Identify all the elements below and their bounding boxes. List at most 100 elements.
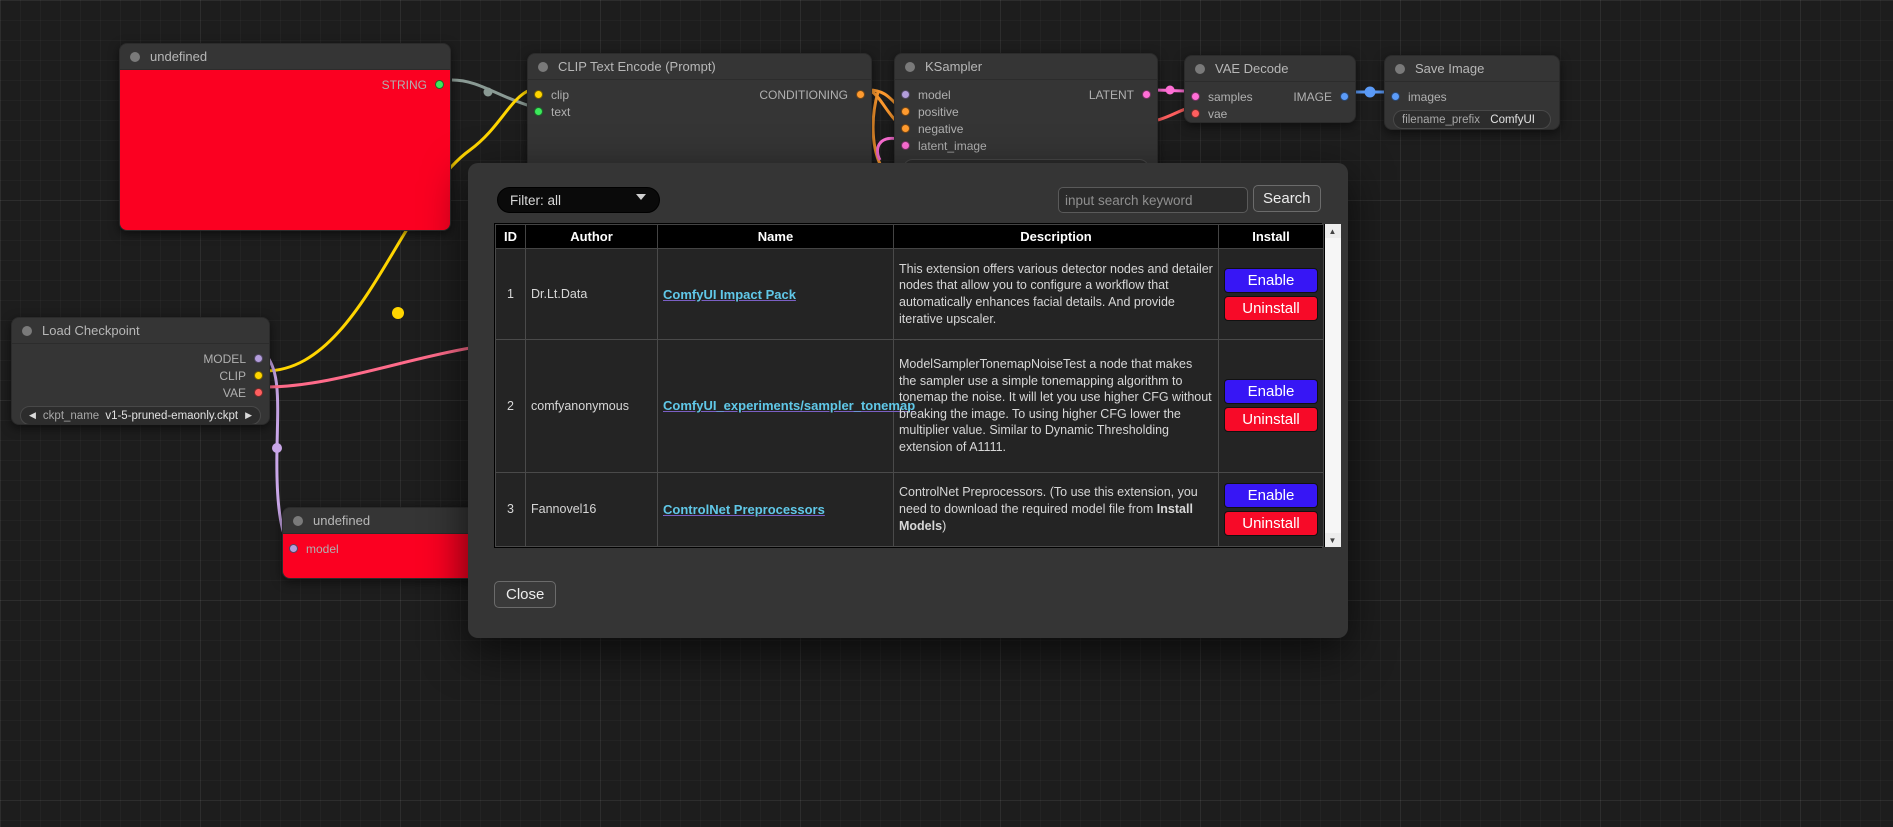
input-pin-text[interactable] xyxy=(534,107,543,116)
input-pin-positive[interactable] xyxy=(901,107,910,116)
input-pin-samples[interactable] xyxy=(1191,92,1200,101)
input-pin-negative[interactable] xyxy=(901,124,910,133)
uninstall-button[interactable]: Uninstall xyxy=(1224,295,1318,321)
node-input-slot-text[interactable]: text xyxy=(528,103,871,120)
node-output-slot-conditioning[interactable]: CONDITIONING xyxy=(528,86,871,103)
extension-link[interactable]: ControlNet Preprocessors xyxy=(663,501,825,517)
scroll-down-icon[interactable]: ▼ xyxy=(1324,533,1341,547)
cell-name: ComfyUI Impact Pack xyxy=(657,247,894,341)
output-pin-conditioning[interactable] xyxy=(856,90,865,99)
input-pin-images[interactable] xyxy=(1391,92,1400,101)
output-label: IMAGE xyxy=(1293,89,1332,104)
node-title-bar[interactable]: undefined xyxy=(120,44,450,70)
extensions-table: ID Author Name Description Install 1 Dr.… xyxy=(495,224,1324,548)
output-pin-image[interactable] xyxy=(1340,92,1349,101)
uninstall-button[interactable]: Uninstall xyxy=(1224,407,1318,433)
cell-author: comfyanonymous xyxy=(525,339,658,473)
node-input-slot-positive[interactable]: positive xyxy=(895,103,1157,120)
output-pin-clip[interactable] xyxy=(254,371,263,380)
enable-button[interactable]: Enable xyxy=(1224,379,1318,405)
enable-button[interactable]: Enable xyxy=(1224,482,1318,508)
custom-nodes-manager-dialog[interactable]: Filter: all Search ID Author Name Descri… xyxy=(468,163,1348,638)
output-pin-model[interactable] xyxy=(254,354,263,363)
node-input-slot-images[interactable]: images xyxy=(1385,88,1559,105)
cell-install: Enable Uninstall xyxy=(1218,247,1324,341)
node-output-slot[interactable]: STRING xyxy=(120,76,450,93)
node-input-slot-negative[interactable]: negative xyxy=(895,120,1157,137)
input-pin-model[interactable] xyxy=(289,544,298,553)
node-title-bar[interactable]: Load Checkpoint xyxy=(12,318,269,344)
input-label: images xyxy=(1408,89,1447,104)
cell-author: Fannovel16 xyxy=(525,471,658,548)
node-collapse-icon[interactable] xyxy=(1395,63,1405,74)
node-title-bar[interactable]: KSampler xyxy=(895,54,1157,80)
input-pin-vae[interactable] xyxy=(1191,109,1200,118)
extension-link[interactable]: ComfyUI Impact Pack xyxy=(663,286,796,302)
node-collapse-icon[interactable] xyxy=(905,61,915,72)
node-title-text: VAE Decode xyxy=(1215,61,1289,76)
increment-arrow-icon[interactable]: ▶ xyxy=(245,410,252,420)
scroll-up-icon[interactable]: ▲ xyxy=(1324,224,1341,238)
node-output-slot-latent[interactable]: LATENT xyxy=(895,86,1157,103)
filter-select[interactable]: Filter: all xyxy=(497,187,660,213)
node-output-slot-vae[interactable]: VAE xyxy=(12,384,269,401)
uninstall-button[interactable]: Uninstall xyxy=(1224,510,1318,536)
table-header-row: ID Author Name Description Install xyxy=(495,224,1324,249)
output-label: VAE xyxy=(222,385,246,400)
table-scrollbar[interactable]: ▲ ▼ xyxy=(1324,224,1341,547)
node-output-slot-model[interactable]: MODEL xyxy=(12,350,269,367)
node-save-image[interactable]: Save Image images filename_prefix ComfyU… xyxy=(1384,55,1560,130)
node-output-slot-image[interactable]: IMAGE xyxy=(1185,88,1355,105)
node-input-slot-samples[interactable]: samples xyxy=(1185,88,1355,105)
node-vae-decode[interactable]: VAE Decode samples IMAGE vae xyxy=(1184,55,1356,123)
output-pin-string[interactable] xyxy=(435,80,444,89)
input-pin-latent-image[interactable] xyxy=(901,141,910,150)
scrollbar-track[interactable] xyxy=(1324,238,1341,533)
close-button[interactable]: Close xyxy=(494,581,557,608)
output-pin-vae[interactable] xyxy=(254,388,263,397)
output-pin-latent[interactable] xyxy=(1142,90,1151,99)
column-header-author: Author xyxy=(525,224,658,249)
widget-value: ComfyUI xyxy=(1490,113,1535,126)
node-input-slot-clip[interactable]: clip xyxy=(528,86,871,103)
input-pin-model[interactable] xyxy=(901,90,910,99)
node-collapse-icon[interactable] xyxy=(538,61,548,72)
output-label: LATENT xyxy=(1088,87,1134,102)
input-label: vae xyxy=(1208,106,1228,121)
decrement-arrow-icon[interactable]: ◀ xyxy=(29,410,36,420)
node-collapse-icon[interactable] xyxy=(293,515,303,526)
table-row[interactable]: 1 Dr.Lt.Data ComfyUI Impact Pack This ex… xyxy=(495,247,1324,341)
widget-filename-prefix[interactable]: filename_prefix ComfyUI xyxy=(1393,110,1551,129)
input-pin-clip[interactable] xyxy=(534,90,543,99)
node-ksampler[interactable]: KSampler model LATENT positive negative xyxy=(894,53,1158,183)
node-input-slot-model[interactable]: model xyxy=(895,86,1157,103)
node-undefined-top[interactable]: undefined STRING xyxy=(119,43,451,231)
node-collapse-icon[interactable] xyxy=(1195,63,1205,74)
node-title-bar[interactable]: CLIP Text Encode (Prompt) xyxy=(528,54,871,80)
enable-button[interactable]: Enable xyxy=(1224,267,1318,293)
table-row[interactable]: 2 comfyanonymous ComfyUI_experiments/sam… xyxy=(495,339,1324,473)
widget-ckpt-name[interactable]: ◀ ckpt_name v1-5-pruned-emaonly.ckpt ▶ xyxy=(20,406,261,424)
node-output-slot-clip[interactable]: CLIP xyxy=(12,367,269,384)
extension-link[interactable]: ComfyUI_experiments/sampler_tonemap xyxy=(663,398,916,414)
search-input[interactable] xyxy=(1058,187,1248,213)
node-title-bar[interactable]: Save Image xyxy=(1385,56,1559,82)
node-input-slot-model[interactable]: model xyxy=(283,540,511,557)
node-load-checkpoint[interactable]: Load Checkpoint MODEL CLIP VAE ◀ ckpt_na… xyxy=(11,317,270,425)
node-title-bar[interactable]: VAE Decode xyxy=(1185,56,1355,82)
node-collapse-icon[interactable] xyxy=(130,51,140,62)
node-input-slot-latent-image[interactable]: latent_image xyxy=(895,137,1157,154)
node-collapse-icon[interactable] xyxy=(22,325,32,336)
output-label: CLIP xyxy=(219,368,246,383)
node-input-slot-vae[interactable]: vae xyxy=(1185,105,1355,122)
cell-description: ControlNet Preprocessors. (To use this e… xyxy=(893,471,1219,548)
table-row[interactable]: 3 Fannovel16 ControlNet Preprocessors Co… xyxy=(495,471,1324,548)
search-button[interactable]: Search xyxy=(1253,185,1321,212)
column-header-install: Install xyxy=(1218,224,1324,249)
node-title-text: Load Checkpoint xyxy=(42,323,140,338)
node-clip-text-encode[interactable]: CLIP Text Encode (Prompt) clip CONDITION… xyxy=(527,53,872,173)
description-prefix: ControlNet Preprocessors. (To use this e… xyxy=(899,485,1198,516)
cell-name: ControlNet Preprocessors xyxy=(657,471,894,548)
cell-author: Dr.Lt.Data xyxy=(525,247,658,341)
